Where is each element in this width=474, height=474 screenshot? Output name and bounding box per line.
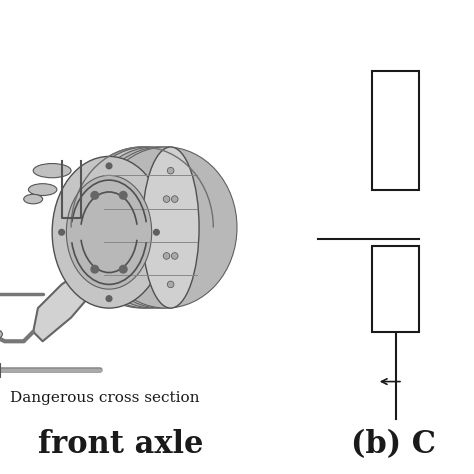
Circle shape <box>106 296 112 301</box>
Ellipse shape <box>52 156 166 308</box>
Circle shape <box>91 265 99 273</box>
Ellipse shape <box>66 175 152 289</box>
Ellipse shape <box>95 147 237 308</box>
Ellipse shape <box>33 164 71 178</box>
Circle shape <box>167 167 174 174</box>
Circle shape <box>119 265 127 273</box>
Ellipse shape <box>83 147 225 308</box>
Ellipse shape <box>28 184 57 196</box>
Circle shape <box>106 163 112 169</box>
Ellipse shape <box>0 329 2 339</box>
Bar <box>372 71 419 190</box>
Ellipse shape <box>90 147 232 308</box>
Circle shape <box>154 229 159 235</box>
Circle shape <box>163 196 170 202</box>
Circle shape <box>91 191 99 199</box>
Circle shape <box>172 196 178 202</box>
Ellipse shape <box>24 194 43 204</box>
Circle shape <box>172 253 178 259</box>
Ellipse shape <box>142 147 199 308</box>
Circle shape <box>119 191 127 199</box>
Text: (b) C: (b) C <box>351 429 436 460</box>
Polygon shape <box>33 246 109 341</box>
Circle shape <box>167 281 174 288</box>
Ellipse shape <box>76 147 218 308</box>
Ellipse shape <box>71 147 213 308</box>
Bar <box>372 246 419 332</box>
Text: Dangerous cross section: Dangerous cross section <box>9 391 199 405</box>
Circle shape <box>163 253 170 259</box>
Text: front axle: front axle <box>38 429 203 460</box>
Circle shape <box>59 229 64 235</box>
